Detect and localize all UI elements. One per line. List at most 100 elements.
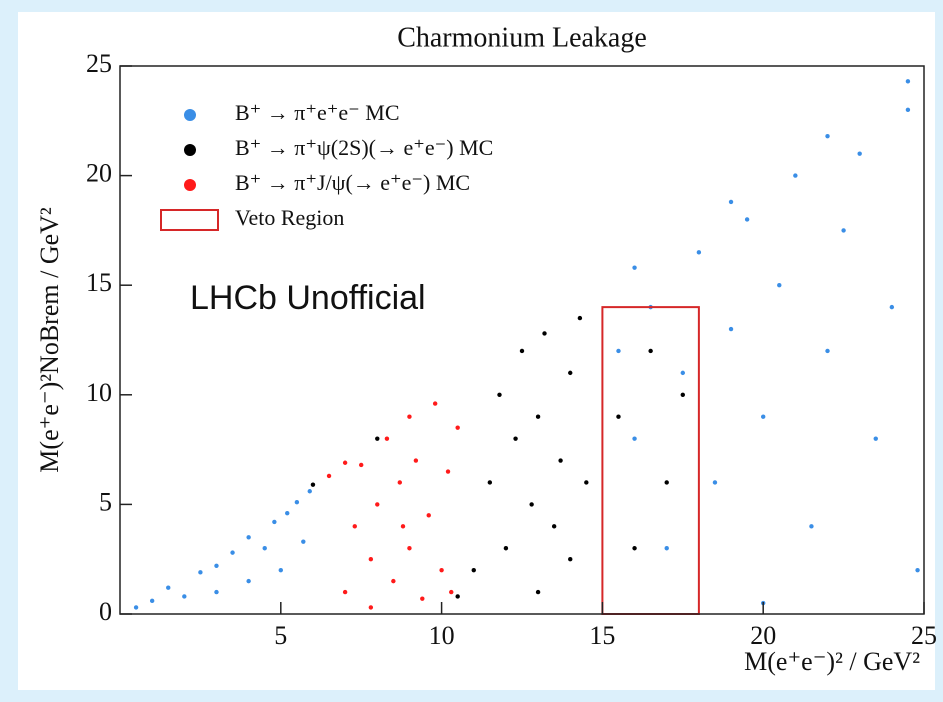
- point: [285, 510, 290, 516]
- point: [301, 539, 306, 544]
- point: [664, 546, 669, 551]
- annotation: LHCb Unofficial: [190, 279, 426, 317]
- point: [497, 392, 502, 397]
- point: [471, 567, 476, 573]
- point: [841, 228, 846, 233]
- legend-label: B⁺ → π⁺ψ(2S)(→ e⁺e⁻) MC: [235, 135, 493, 160]
- point: [542, 331, 547, 336]
- point: [375, 436, 380, 441]
- y-axis-label: M(e⁺e⁻)²NoBrem / GeV²: [35, 207, 64, 473]
- point: [449, 589, 454, 595]
- point: [793, 173, 798, 178]
- y-tick-label: 0: [99, 597, 112, 626]
- point: [616, 414, 621, 419]
- point: [342, 589, 348, 595]
- point: [632, 265, 637, 270]
- legend-label: B⁺ → π⁺J/ψ(→ e⁺e⁻) MC: [235, 170, 470, 195]
- plot-frame: [119, 65, 925, 615]
- point: [375, 502, 380, 507]
- point: [352, 524, 357, 529]
- point: [326, 473, 332, 479]
- point: [712, 480, 718, 485]
- point: [558, 458, 563, 463]
- point: [728, 199, 734, 205]
- legend-marker: [160, 209, 219, 231]
- x-tick-label: 20: [750, 621, 776, 650]
- point: [246, 578, 251, 584]
- point: [915, 567, 920, 573]
- x-tick-label: 15: [589, 621, 615, 650]
- point: [696, 250, 702, 255]
- point: [455, 594, 460, 599]
- point: [439, 567, 444, 573]
- legend-label: B⁺ → π⁺e⁺e⁻ MC: [235, 100, 400, 125]
- point: [519, 348, 525, 354]
- point: [368, 557, 374, 562]
- point: [407, 414, 412, 419]
- point: [616, 348, 621, 354]
- x-axis-label: M(e⁺e⁻)² / GeV²: [744, 647, 920, 676]
- point: [825, 348, 830, 354]
- point: [413, 458, 419, 463]
- point: [905, 107, 911, 113]
- x-tick-label: 5: [274, 621, 287, 650]
- point: [857, 151, 862, 156]
- legend-marker: [184, 109, 196, 121]
- x-tick-label: 10: [429, 621, 455, 650]
- point: [342, 460, 348, 465]
- point: [728, 326, 734, 332]
- point: [272, 519, 277, 525]
- point: [426, 513, 431, 518]
- point: [825, 133, 830, 139]
- point: [809, 524, 814, 529]
- point: [420, 596, 425, 601]
- point: [214, 563, 219, 568]
- point: [905, 79, 911, 84]
- point: [359, 462, 364, 468]
- point: [384, 436, 390, 441]
- y-tick-label: 5: [99, 487, 112, 516]
- point: [307, 489, 312, 494]
- point: [632, 546, 637, 551]
- point: [513, 436, 518, 441]
- point: [873, 436, 878, 441]
- point: [214, 589, 219, 595]
- point: [407, 546, 412, 551]
- point: [246, 535, 251, 540]
- y-tick-label: 25: [86, 49, 112, 78]
- point: [400, 524, 406, 529]
- point: [182, 594, 187, 599]
- point: [568, 557, 573, 562]
- point: [503, 546, 509, 551]
- point: [445, 469, 451, 474]
- point: [551, 524, 557, 529]
- x-tick-label: 25: [911, 621, 937, 650]
- point: [577, 315, 583, 321]
- point: [262, 546, 267, 551]
- point: [535, 589, 541, 595]
- point: [680, 370, 685, 376]
- point: [133, 605, 139, 610]
- legend-marker: [184, 179, 196, 191]
- point: [568, 370, 573, 376]
- y-tick-label: 20: [86, 159, 112, 188]
- y-tick-label: 15: [86, 268, 112, 297]
- point: [149, 598, 155, 604]
- point: [368, 605, 374, 610]
- legend-marker: [184, 144, 196, 156]
- point: [680, 392, 685, 397]
- point: [535, 414, 541, 419]
- point: [432, 401, 438, 406]
- point: [198, 570, 203, 575]
- y-tick-label: 10: [86, 378, 112, 407]
- point: [664, 480, 669, 485]
- point: [310, 482, 316, 487]
- point: [761, 414, 766, 419]
- point: [889, 304, 895, 310]
- point: [294, 500, 300, 505]
- point: [278, 567, 283, 573]
- point: [391, 578, 396, 584]
- point: [648, 348, 653, 354]
- point: [777, 283, 782, 288]
